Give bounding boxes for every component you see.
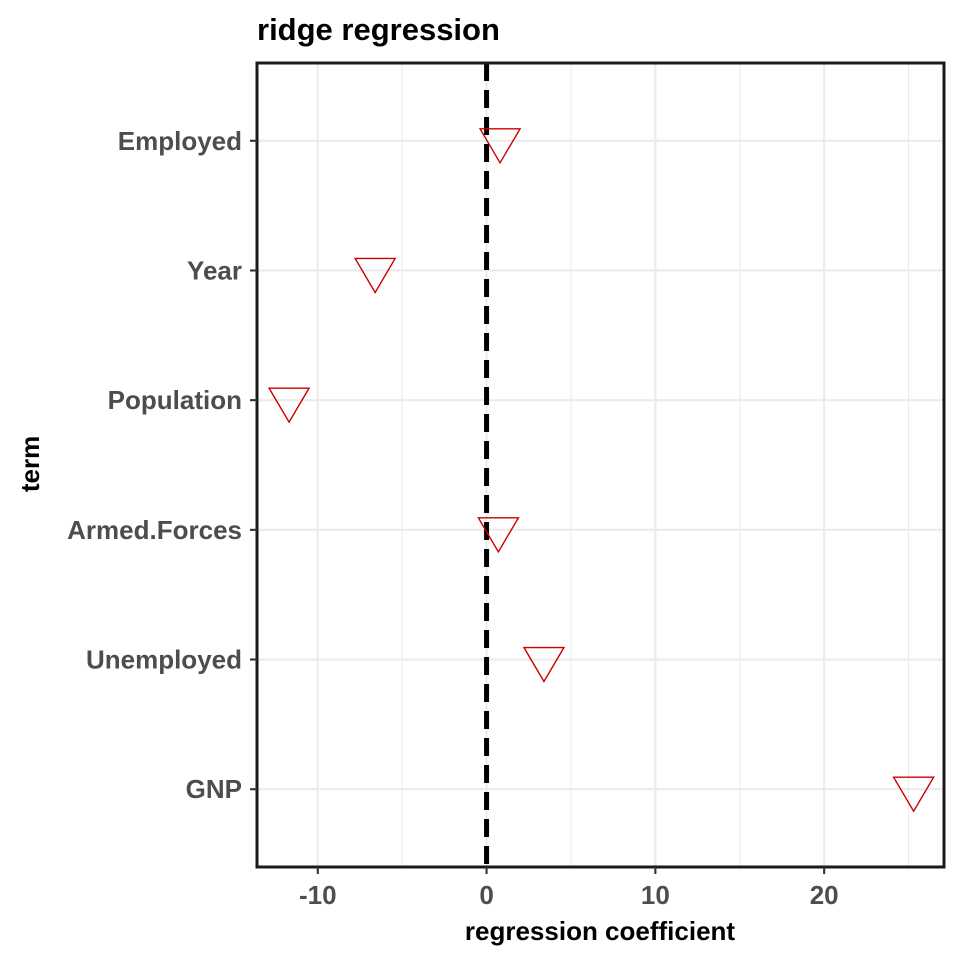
point-unemployed xyxy=(522,646,566,683)
y-tick-label: Unemployed xyxy=(86,645,242,675)
y-tick-label: Armed.Forces xyxy=(67,515,242,545)
y-axis: GNP Unemployed Armed.Forces Population Year E… xyxy=(67,126,257,804)
point-armed-forces xyxy=(477,517,520,554)
y-axis-title: term xyxy=(15,436,45,492)
point-employed xyxy=(478,128,522,165)
data-points xyxy=(267,128,935,813)
point-gnp xyxy=(892,776,935,813)
grid xyxy=(257,63,944,867)
x-axis-title: regression coefficient xyxy=(465,916,736,946)
point-population xyxy=(267,387,311,424)
y-tick-label: GNP xyxy=(186,774,242,804)
plot-panel-border xyxy=(255,61,946,869)
x-tick-label: -10 xyxy=(299,880,337,910)
chart-title: ridge regression xyxy=(257,12,500,47)
point-year xyxy=(353,257,397,294)
y-tick-label: Year xyxy=(187,255,242,285)
y-tick-label: Employed xyxy=(118,126,242,156)
x-tick-label: 20 xyxy=(810,880,839,910)
y-tick-label: Population xyxy=(108,385,242,415)
x-axis: -10 0 10 20 xyxy=(299,867,839,910)
x-tick-label: 10 xyxy=(641,880,670,910)
x-tick-label: 0 xyxy=(479,880,493,910)
